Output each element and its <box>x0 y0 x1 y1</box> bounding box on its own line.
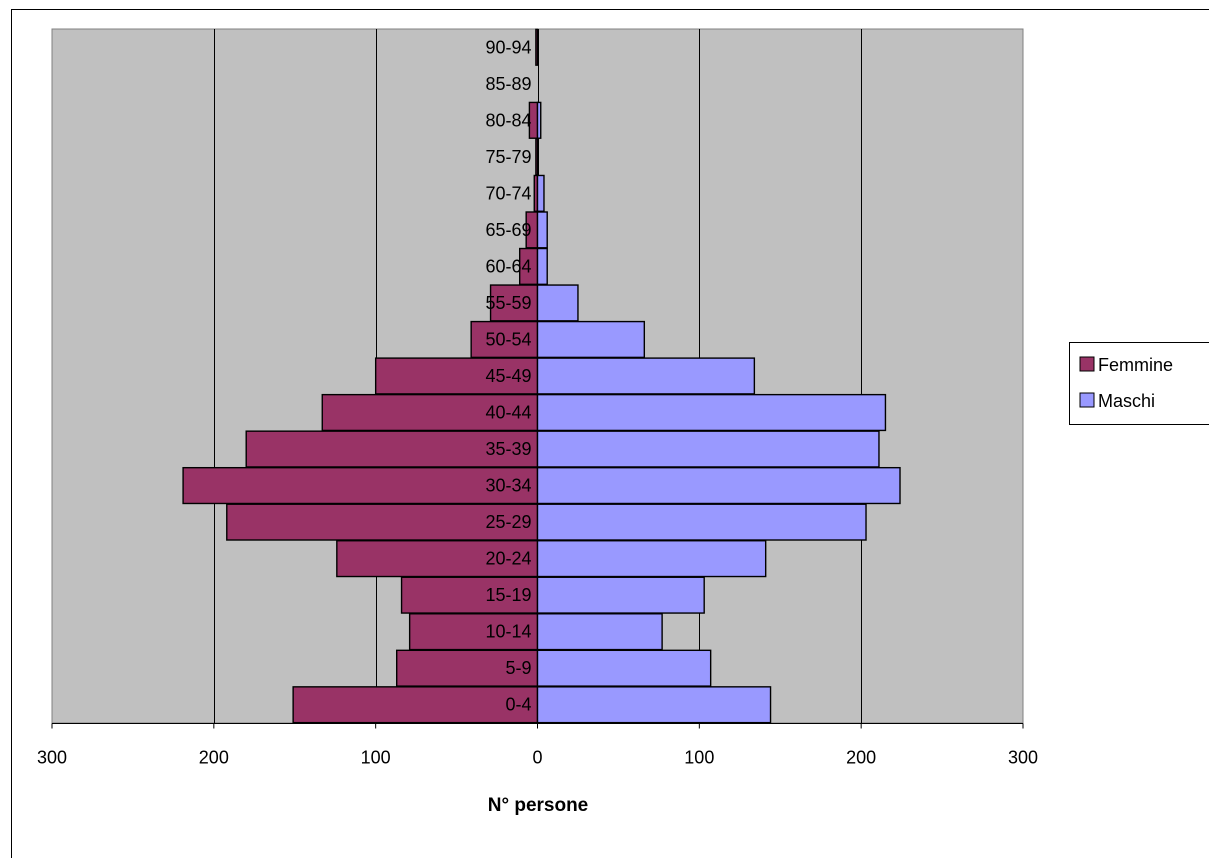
bar-femmine-0-4 <box>292 686 539 724</box>
x-tick-label-5: 200 <box>846 748 876 768</box>
bar-femmine-40-44 <box>321 393 539 432</box>
bar-femmine-30-34 <box>182 466 539 505</box>
bar-maschi-65-69 <box>536 211 548 249</box>
bar-maschi-40-44 <box>536 393 887 432</box>
age-label-85-89: 85-89 <box>485 74 531 94</box>
bar-maschi-25-29 <box>536 503 867 541</box>
bar-maschi-55-59 <box>536 284 579 322</box>
age-label-75-79: 75-79 <box>485 147 531 167</box>
legend-swatch-femmine <box>1079 356 1095 372</box>
age-label-60-64: 60-64 <box>485 256 531 276</box>
age-label-25-29: 25-29 <box>485 512 531 532</box>
bar-maschi-80-84 <box>536 101 542 139</box>
age-label-20-24: 20-24 <box>485 549 531 569</box>
age-label-40-44: 40-44 <box>485 403 531 423</box>
bar-maschi-60-64 <box>536 247 548 286</box>
x-tick-label-2: 100 <box>361 748 391 768</box>
bar-femmine-45-49 <box>374 357 539 395</box>
age-label-0-4: 0-4 <box>505 695 531 715</box>
age-label-90-94: 90-94 <box>485 37 531 57</box>
bar-femmine-5-9 <box>396 649 539 687</box>
age-label-10-14: 10-14 <box>485 622 531 642</box>
legend-swatch-maschi <box>1079 392 1095 408</box>
bar-maschi-10-14 <box>536 613 663 651</box>
bar-femmine-20-24 <box>336 540 539 578</box>
x-tick-label-6: 300 <box>1008 748 1038 768</box>
age-label-30-34: 30-34 <box>485 476 531 496</box>
bar-maschi-45-49 <box>536 357 756 395</box>
bar-maschi-15-19 <box>536 576 705 614</box>
x-axis: 300 200 100 0 100 200 300 <box>37 723 1038 768</box>
age-label-55-59: 55-59 <box>485 293 531 313</box>
age-label-50-54: 50-54 <box>485 329 531 349</box>
bar-femmine-75-79 <box>535 138 539 176</box>
bar-femmine-90-94 <box>535 28 539 66</box>
bar-maschi-70-74 <box>536 174 545 212</box>
legend-label-femmine: Femmine <box>1098 355 1173 375</box>
age-label-80-84: 80-84 <box>485 110 531 130</box>
age-label-65-69: 65-69 <box>485 220 531 240</box>
age-label-35-39: 35-39 <box>485 439 531 459</box>
x-tick-label-4: 100 <box>684 748 714 768</box>
bar-femmine-50-54 <box>470 320 539 359</box>
legend-box <box>1069 342 1209 425</box>
x-tick-label-1: 200 <box>199 748 229 768</box>
bar-maschi-50-54 <box>536 320 646 359</box>
x-tick-label-3: 0 <box>532 748 542 768</box>
bar-maschi-20-24 <box>536 540 767 578</box>
bar-maschi-0-4 <box>536 686 772 724</box>
age-label-15-19: 15-19 <box>485 585 531 605</box>
bar-femmine-15-19 <box>400 576 539 614</box>
bars <box>182 28 901 724</box>
bar-femmine-10-14 <box>408 613 539 651</box>
bar-femmine-25-29 <box>226 503 539 541</box>
legend-label-maschi: Maschi <box>1098 391 1155 411</box>
age-label-45-49: 45-49 <box>485 366 531 386</box>
age-labels: 0-4 5-9 10-14 15-19 20-24 25-29 30-34 35-39 40-4… <box>485 37 531 714</box>
x-axis-title: N° persone <box>488 795 589 816</box>
bar-maschi-5-9 <box>536 649 712 687</box>
bar-maschi-35-39 <box>536 430 880 468</box>
age-label-70-74: 70-74 <box>485 183 531 203</box>
age-label-5-9: 5-9 <box>505 658 531 678</box>
x-tick-label-0: 300 <box>37 748 67 768</box>
bar-maschi-30-34 <box>536 466 901 505</box>
legend: Femmine Maschi <box>1069 342 1209 425</box>
